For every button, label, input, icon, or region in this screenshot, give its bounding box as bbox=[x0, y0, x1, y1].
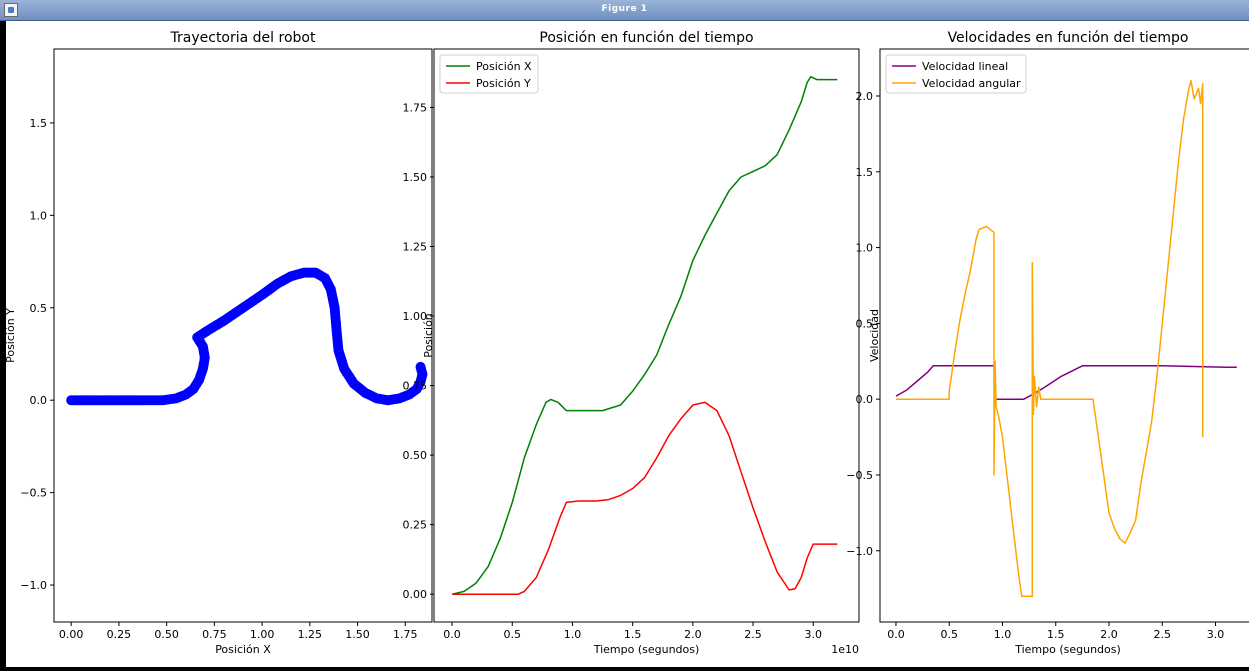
x-tick-label: 1.5 bbox=[624, 628, 642, 641]
x-tick-label: 2.5 bbox=[1154, 628, 1172, 641]
series-line-2 bbox=[452, 401, 838, 595]
x-tick-label: 0.0 bbox=[443, 628, 461, 641]
chart-title: Posición en función del tiempo bbox=[539, 30, 753, 46]
x-axis-label: Posición X bbox=[215, 643, 271, 656]
y-tick-label: 1.0 bbox=[30, 209, 48, 222]
figure-canvas[interactable]: 0.00 0.25 0.50 0.75 1.00 1.25 1.50 1.75 −1.0 −0.5… bbox=[4, 21, 1249, 667]
y-tick-label: 0.75 bbox=[403, 380, 428, 393]
y-tick-label: −0.5 bbox=[20, 487, 47, 500]
y-tick-label: −1.0 bbox=[20, 579, 47, 592]
axes-frame bbox=[433, 48, 860, 623]
axes-frame bbox=[879, 48, 1249, 623]
series-line-1 bbox=[895, 365, 1237, 400]
app-icon bbox=[4, 3, 18, 17]
window-title-bar[interactable]: Figure 1 bbox=[0, 0, 1249, 21]
y-tick-label: 0.0 bbox=[30, 394, 48, 407]
x-tick-label: 0.0 bbox=[887, 628, 905, 641]
y-tick-label: 0.5 bbox=[30, 302, 48, 315]
y-tick-label: 1.75 bbox=[403, 101, 428, 114]
series-line-2 bbox=[896, 80, 1204, 597]
chart-title: Velocidades en función del tiempo bbox=[948, 30, 1189, 46]
x-tick-label: 2.5 bbox=[744, 628, 762, 641]
x-tick-label: 0.00 bbox=[59, 628, 84, 641]
x-tick-label: 1.0 bbox=[564, 628, 582, 641]
x-tick-label: 3.0 bbox=[1207, 628, 1225, 641]
chart-title: Trayectoria del robot bbox=[170, 30, 316, 46]
x-tick-label: 0.50 bbox=[154, 628, 179, 641]
y-axis-label: Posición bbox=[422, 313, 435, 358]
x-tick-label: 2.0 bbox=[684, 628, 702, 641]
window-title: Figure 1 bbox=[601, 4, 648, 14]
legend-box bbox=[885, 54, 1027, 94]
axes-frame bbox=[53, 48, 433, 623]
x-tick-label: 3.0 bbox=[804, 628, 822, 641]
y-axis-label: Velocidad bbox=[868, 309, 881, 362]
x-tick-label: 0.25 bbox=[107, 628, 132, 641]
y-tick-label: 0.00 bbox=[403, 588, 428, 601]
x-axis-label: Tiempo (segundos) bbox=[593, 643, 700, 656]
figure-svg: 0.00 0.25 0.50 0.75 1.00 1.25 1.50 1.75 −1.0 −0.5… bbox=[4, 30, 1249, 656]
legend-label: Velocidad angular bbox=[922, 77, 1021, 90]
legend-label: Velocidad lineal bbox=[922, 60, 1008, 73]
y-tick-label: −0.5 bbox=[846, 469, 873, 482]
x-tick-label: 2.0 bbox=[1100, 628, 1118, 641]
x-tick-label: 0.75 bbox=[202, 628, 227, 641]
x-tick-label: 0.5 bbox=[940, 628, 958, 641]
trajectory-point bbox=[415, 361, 426, 372]
x-tick-label: 1.0 bbox=[994, 628, 1012, 641]
y-tick-label: 1.00 bbox=[403, 310, 428, 323]
series-line-1 bbox=[451, 76, 838, 595]
x-tick-label: 1.25 bbox=[298, 628, 323, 641]
chart-3: 0.0 0.5 1.0 1.5 2.0 2.5 3.0 −1.0 −0.5 0.0 0.5 1.0 1.… bbox=[846, 30, 1249, 656]
x-tick-label: 1.50 bbox=[345, 628, 370, 641]
y-tick-label: 0.5 bbox=[856, 317, 874, 330]
x-tick-label: 0.5 bbox=[504, 628, 522, 641]
y-tick-label: −1.0 bbox=[846, 545, 873, 558]
y-tick-label: 1.5 bbox=[856, 166, 874, 179]
x-tick-label: 1.5 bbox=[1047, 628, 1065, 641]
plot-area bbox=[451, 76, 838, 595]
x-axis-label: Tiempo (segundos) bbox=[1014, 643, 1121, 656]
chart-2: 0.0 0.5 1.0 1.5 2.0 2.5 3.0 0.00 0.25 0.50 0.75 1.0… bbox=[403, 30, 860, 656]
y-tick-label: 0.25 bbox=[403, 519, 428, 532]
plot-area bbox=[66, 267, 428, 406]
y-tick-label: 1.50 bbox=[403, 171, 428, 184]
y-tick-label: 2.0 bbox=[856, 90, 874, 103]
legend: Posición X Posición Y bbox=[439, 54, 539, 94]
y-tick-label: 0.0 bbox=[856, 393, 874, 406]
plot-area bbox=[895, 80, 1237, 597]
x-offset-label: 1e10 bbox=[831, 643, 859, 656]
x-tick-label: 1.00 bbox=[250, 628, 275, 641]
x-tick-label: 1.75 bbox=[393, 628, 418, 641]
y-tick-label: 1.25 bbox=[403, 240, 428, 253]
y-tick-label: 1.5 bbox=[30, 117, 48, 130]
chart-1: 0.00 0.25 0.50 0.75 1.00 1.25 1.50 1.75 −1.0 −0.5… bbox=[4, 30, 433, 656]
y-tick-label: 0.50 bbox=[403, 449, 428, 462]
legend-label: Posición X bbox=[476, 60, 532, 73]
legend: Velocidad lineal Velocidad angular bbox=[885, 54, 1027, 94]
legend-label: Posición Y bbox=[476, 77, 531, 90]
y-axis-label: Posición Y bbox=[6, 308, 17, 363]
y-tick-label: 1.0 bbox=[856, 242, 874, 255]
